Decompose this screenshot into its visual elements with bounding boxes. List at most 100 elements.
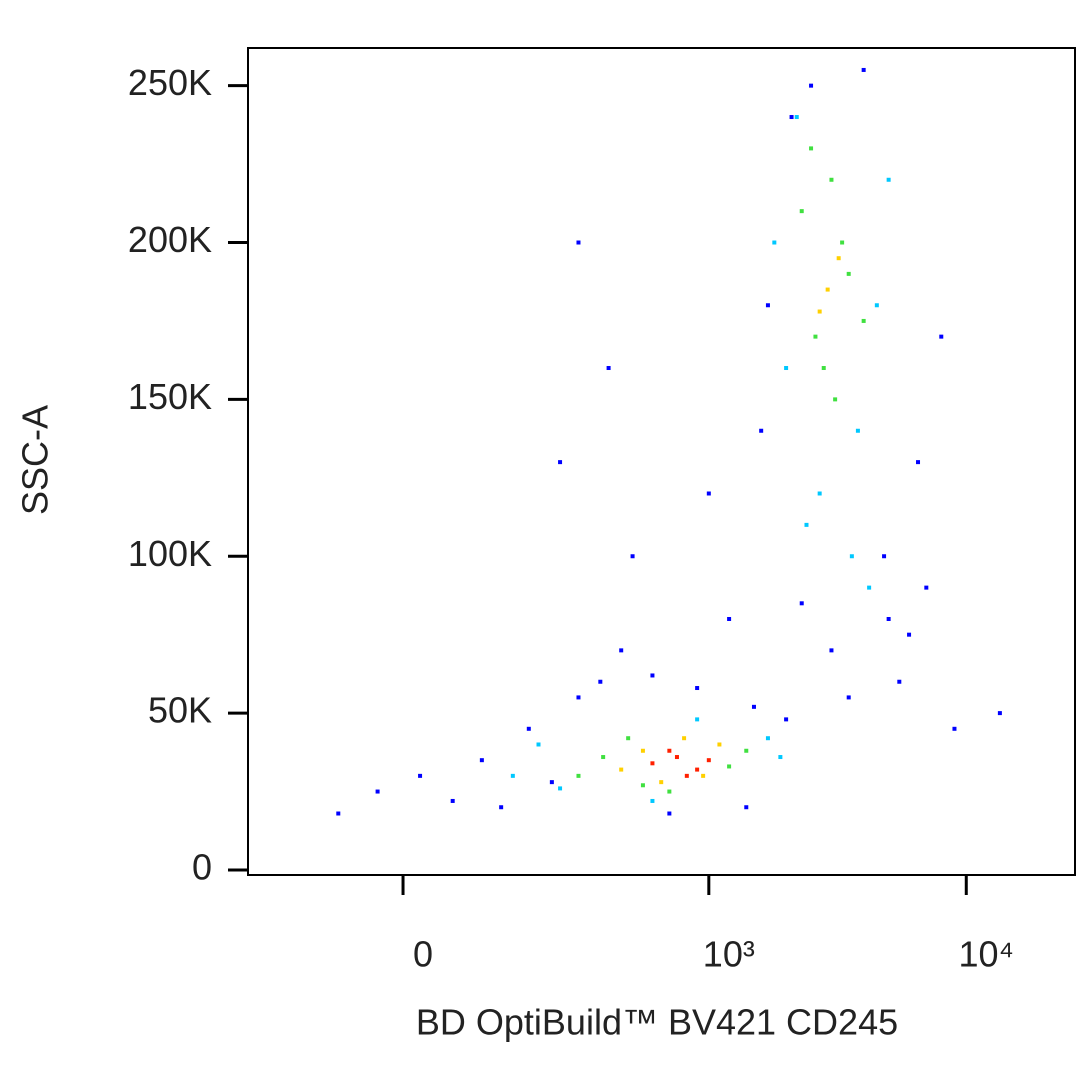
point	[765, 303, 770, 308]
x-tick-label: 10³	[703, 934, 755, 975]
y-tick-label: 0	[192, 846, 212, 887]
point	[916, 460, 921, 465]
point	[576, 773, 581, 778]
point	[836, 256, 841, 261]
point	[674, 755, 679, 760]
point	[799, 601, 804, 606]
y-tick-label: 250K	[128, 62, 212, 103]
point	[626, 736, 631, 741]
point	[778, 755, 783, 760]
point	[650, 673, 655, 678]
point	[813, 334, 818, 339]
point	[882, 554, 887, 559]
point	[809, 146, 814, 151]
point	[784, 717, 789, 722]
plot-frame	[247, 47, 1076, 876]
x-tick-label: 10⁴	[959, 934, 1015, 975]
point	[833, 397, 838, 402]
point	[744, 748, 749, 753]
point	[684, 773, 689, 778]
y-tick-label: 150K	[128, 376, 212, 417]
point	[849, 554, 854, 559]
point	[821, 366, 826, 371]
point	[558, 460, 563, 465]
point	[640, 748, 645, 753]
point	[861, 318, 866, 323]
y-tick-label: 100K	[128, 533, 212, 574]
point	[744, 805, 749, 810]
point	[727, 616, 732, 621]
point	[598, 679, 603, 684]
point	[997, 711, 1002, 716]
y-tick-label: 200K	[128, 219, 212, 260]
point	[829, 648, 834, 653]
point	[772, 240, 777, 245]
point	[867, 585, 872, 590]
point	[809, 83, 814, 88]
point	[759, 428, 764, 433]
point	[939, 334, 944, 339]
point	[874, 303, 879, 308]
point	[855, 428, 860, 433]
point	[336, 811, 341, 816]
point	[701, 773, 706, 778]
point	[861, 67, 866, 72]
point	[765, 736, 770, 741]
point	[526, 726, 531, 731]
point	[924, 585, 929, 590]
point	[510, 773, 515, 778]
point	[479, 758, 484, 763]
point	[695, 767, 700, 772]
point	[784, 366, 789, 371]
point	[907, 632, 912, 637]
point	[601, 755, 606, 760]
point	[727, 764, 732, 769]
point	[650, 761, 655, 766]
x-tick-label: 0	[413, 934, 433, 975]
point	[825, 287, 830, 292]
point	[804, 522, 809, 527]
point	[667, 748, 672, 753]
point	[789, 115, 794, 120]
point	[846, 695, 851, 700]
point	[650, 798, 655, 803]
point	[659, 780, 664, 785]
point	[706, 491, 711, 496]
point	[706, 758, 711, 763]
point	[619, 648, 624, 653]
point	[886, 616, 891, 621]
y-axis-title: SSC-A	[15, 405, 56, 515]
point	[558, 786, 563, 791]
point	[576, 240, 581, 245]
point	[606, 366, 611, 371]
point	[829, 177, 834, 182]
point	[794, 115, 799, 120]
point	[952, 726, 957, 731]
point	[630, 554, 635, 559]
point	[840, 240, 845, 245]
point	[499, 805, 504, 810]
point	[418, 773, 423, 778]
point	[667, 811, 672, 816]
point	[751, 704, 756, 709]
point	[717, 742, 722, 747]
point	[450, 798, 455, 803]
point	[799, 209, 804, 214]
point	[375, 789, 380, 794]
point	[640, 783, 645, 788]
point	[897, 679, 902, 684]
point	[576, 695, 581, 700]
point	[846, 271, 851, 276]
point	[695, 686, 700, 691]
point	[817, 309, 822, 314]
point	[549, 780, 554, 785]
point	[817, 491, 822, 496]
point	[667, 789, 672, 794]
point	[619, 767, 624, 772]
point	[536, 742, 541, 747]
point	[682, 736, 687, 741]
y-tick-label: 50K	[148, 690, 212, 731]
point	[695, 717, 700, 722]
